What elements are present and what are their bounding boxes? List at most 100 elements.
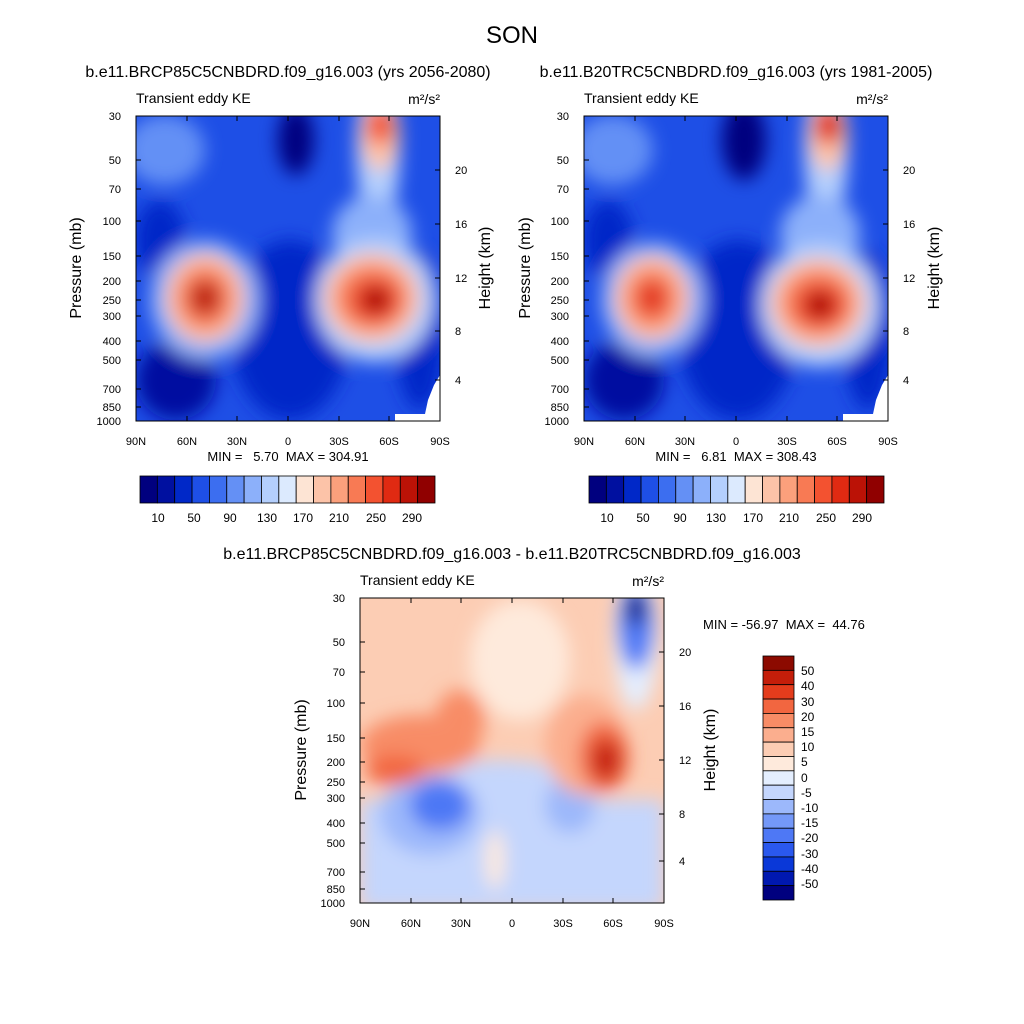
height-tick-label: 16	[679, 701, 691, 713]
panel-3-ylabel-right: Height (km)	[702, 709, 719, 792]
panel-2: b.e11.B20TRC5CNBDRD.f09_g16.003 (yrs 198…	[517, 64, 943, 525]
colorbar-swatch	[762, 799, 795, 815]
y-tick-label: 250	[327, 777, 345, 789]
colorbar-swatch	[814, 475, 833, 504]
colorbar-swatch	[762, 756, 795, 772]
colorbar-swatch	[313, 475, 332, 504]
panel-3-title: b.e11.BRCP85C5CNBDRD.f09_g16.003 - b.e11…	[223, 546, 801, 563]
colorbar-label: 170	[743, 511, 763, 525]
colorbar-swatch	[623, 475, 642, 504]
height-tick-label: 12	[903, 273, 915, 285]
panel-2-ticks	[583, 115, 889, 422]
y-tick-label: 500	[327, 838, 345, 850]
panel-3-xticklabels: 90N 60N 30N 0 30S 60S 90S	[350, 918, 674, 930]
y-tick-label: 70	[557, 184, 569, 196]
y-tick-label: 250	[551, 295, 569, 307]
colorbar-label: 5	[801, 755, 808, 769]
colorbar-swatch	[762, 684, 795, 700]
colorbar-label: 50	[187, 511, 201, 525]
colorbar-label: 290	[852, 511, 872, 525]
colorbar-swatch	[762, 669, 795, 686]
colorbar-swatch	[692, 475, 711, 504]
height-tick-label: 20	[679, 647, 691, 659]
colorbar-label: 10	[151, 511, 165, 525]
colorbar-swatch	[762, 698, 795, 714]
y-tick-label: 850	[551, 402, 569, 414]
panel-1-left-label: Transient eddy KE	[136, 90, 251, 106]
height-tick-label: 16	[455, 219, 467, 231]
colorbar-label: 130	[257, 511, 277, 525]
y-tick-label: 150	[327, 733, 345, 745]
y-tick-label: 50	[333, 637, 345, 649]
colorbar-swatch	[762, 655, 795, 671]
x-tick-label: 90S	[654, 918, 674, 930]
colorbar-swatch	[261, 475, 280, 504]
panel-2-ylabel-right: Height (km)	[926, 227, 943, 310]
panel-2-left-label: Transient eddy KE	[584, 90, 699, 106]
y-tick-label: 400	[327, 818, 345, 830]
colorbar-label: 130	[706, 511, 726, 525]
field-blob	[626, 598, 646, 626]
y-tick-label: 1000	[545, 416, 569, 428]
colorbar-swatch	[174, 475, 193, 504]
x-tick-label: 60S	[603, 918, 623, 930]
panel-2-tick-marks	[583, 115, 889, 422]
panel-3-right-ticklabels: 20 16 12 8 4	[679, 647, 691, 868]
y-tick-label: 850	[327, 884, 345, 896]
field-blob	[470, 600, 570, 720]
field-blob	[584, 116, 653, 185]
colorbar-swatch	[762, 842, 795, 858]
y-tick-label: 100	[551, 216, 569, 228]
panel-2-colorbar	[588, 475, 885, 504]
colorbar-label: 15	[801, 725, 815, 739]
y-tick-label: 70	[333, 667, 345, 679]
colorbar-swatch	[191, 475, 210, 504]
x-tick-label: 30S	[777, 436, 797, 448]
colorbar-swatch	[347, 475, 366, 504]
colorbar-label: -20	[801, 831, 819, 845]
colorbar-swatch	[365, 475, 384, 504]
x-tick-label: 60N	[625, 436, 645, 448]
y-tick-label: 100	[103, 216, 121, 228]
colorbar-label: 50	[636, 511, 650, 525]
panel-2-units: m²/s²	[856, 91, 888, 107]
panel-3-stats: MIN = -56.97 MAX = 44.76	[703, 617, 865, 632]
colorbar-swatch	[796, 475, 815, 504]
field-blob	[136, 116, 205, 185]
x-tick-label: 0	[285, 436, 291, 448]
height-tick-label: 4	[679, 856, 685, 868]
height-tick-label: 8	[455, 326, 461, 338]
colorbar-label: 250	[816, 511, 836, 525]
field-blob	[278, 116, 314, 175]
y-tick-label: 400	[103, 336, 121, 348]
field-blob	[810, 295, 830, 315]
colorbar-swatch	[762, 856, 795, 872]
x-tick-label: 30S	[329, 436, 349, 448]
panel-3-left-label: Transient eddy KE	[360, 572, 475, 588]
colorbar-swatch	[762, 813, 795, 829]
height-tick-label: 12	[455, 273, 467, 285]
colorbar-swatch	[762, 475, 781, 504]
colorbar-swatch	[588, 475, 607, 504]
colorbar-swatch	[762, 770, 795, 786]
panel-3-tick-marks	[359, 597, 665, 904]
x-tick-label: 30N	[451, 918, 471, 930]
colorbar-label: -5	[801, 786, 812, 800]
colorbar-label: 40	[801, 679, 815, 693]
colorbar-swatch	[762, 727, 795, 743]
colorbar-swatch	[156, 475, 176, 504]
colorbar-label: 90	[223, 511, 237, 525]
panel-1-right-ticklabels: 20 16 12 8 4	[455, 165, 467, 387]
colorbar-swatch	[831, 475, 850, 504]
panel-3-units: m²/s²	[632, 573, 664, 589]
y-tick-label: 500	[551, 355, 569, 367]
colorbar-swatch	[779, 475, 798, 504]
y-tick-label: 150	[103, 251, 121, 263]
x-tick-label: 90S	[878, 436, 898, 448]
panel-1-colorbar	[139, 475, 436, 504]
y-tick-label: 30	[333, 593, 345, 605]
x-tick-label: 60N	[177, 436, 197, 448]
colorbar-swatch	[243, 475, 262, 504]
x-tick-label: 60S	[379, 436, 399, 448]
y-tick-label: 300	[551, 311, 569, 323]
